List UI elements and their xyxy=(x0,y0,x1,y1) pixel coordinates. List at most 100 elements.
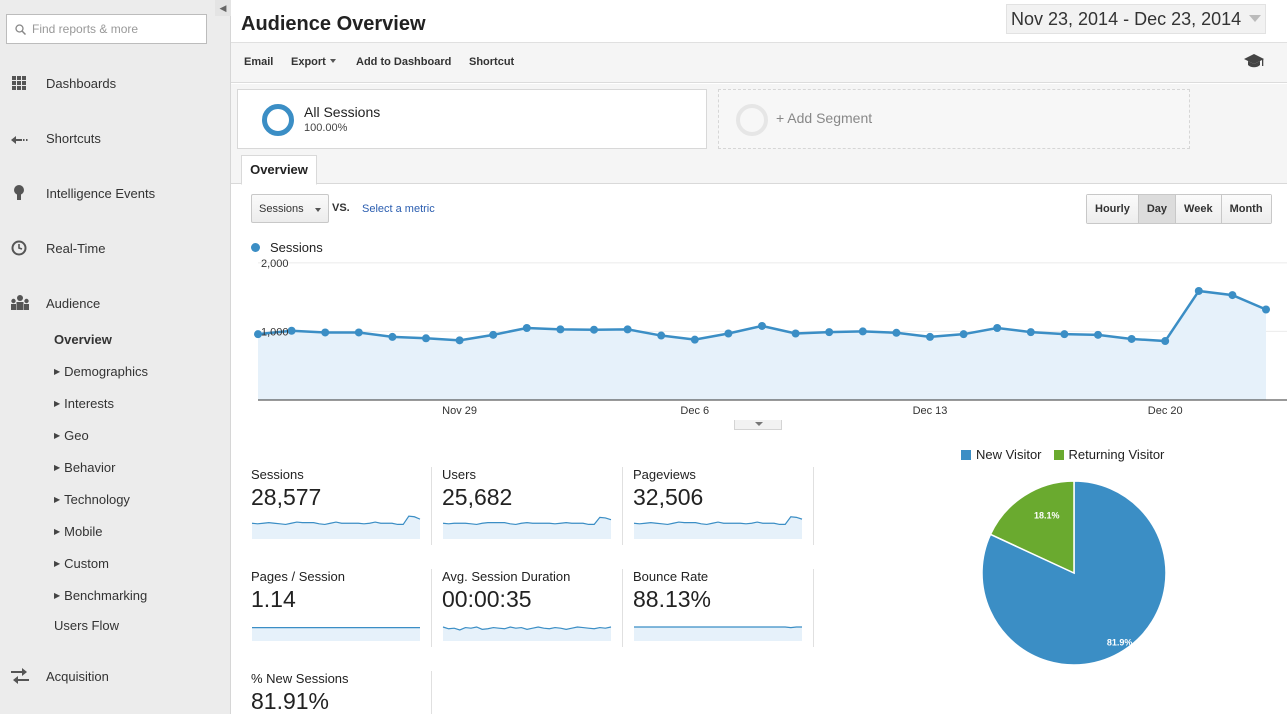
data-point xyxy=(993,324,1002,332)
sidebar-subitem-users-flow[interactable]: Users Flow xyxy=(54,616,119,634)
chart-legend: Sessions xyxy=(251,240,323,255)
caret-right-icon: ▶ xyxy=(54,366,61,376)
shortcut-arrow-icon xyxy=(11,136,28,144)
data-point xyxy=(388,332,397,341)
data-point xyxy=(1194,286,1203,295)
sidebar-item-dashboards[interactable]: Dashboards xyxy=(0,70,231,96)
vs-label: VS. xyxy=(332,202,350,214)
data-point xyxy=(724,329,733,338)
sidebar-item-label: Audience xyxy=(46,295,101,311)
metric-bounce-rate: Bounce Rate 88.13% xyxy=(613,569,803,647)
legend-new-visitor: New Visitor xyxy=(976,447,1042,462)
divider xyxy=(431,671,432,714)
caret-right-icon: ▶ xyxy=(54,398,61,408)
divider xyxy=(813,569,814,647)
pie-slice-label: 81.9% xyxy=(1107,638,1133,648)
main-content: Audience Overview Nov 23, 2014 - Dec 23,… xyxy=(231,0,1287,714)
metric-label: Pages / Session xyxy=(251,569,345,584)
sidebar-subitem-label: Custom xyxy=(64,555,109,571)
sidebar-item-intelligence-events[interactable]: Intelligence Events xyxy=(0,180,231,206)
metric-pageviews: Pageviews 32,506 xyxy=(613,467,803,545)
sidebar-subitem-benchmarking[interactable]: ▶ Benchmarking xyxy=(54,586,147,604)
sidebar-subitem-label: Users Flow xyxy=(54,617,120,633)
pie-slice-label: 18.1% xyxy=(1034,510,1060,520)
sidebar-item-shortcuts[interactable]: Shortcuts xyxy=(0,125,231,151)
clock-icon xyxy=(11,240,27,256)
sessions-line-chart: 2,000 1,000 Nov 29 Dec 6 Dec 13 Dec 20 xyxy=(254,258,1287,417)
export-label: Export xyxy=(291,56,326,68)
collapse-sidebar-button[interactable]: ◀ xyxy=(215,0,231,16)
metric-select-value: Sessions xyxy=(259,202,304,215)
sparkline-line xyxy=(634,626,802,629)
caret-right-icon: ▶ xyxy=(54,430,61,440)
email-button[interactable]: Email xyxy=(244,56,274,68)
segment-all-sessions[interactable]: All Sessions 100.00% xyxy=(237,89,707,149)
shortcut-button[interactable]: Shortcut xyxy=(469,56,515,68)
sidebar-subitem-custom[interactable]: ▶ Custom xyxy=(54,554,109,572)
sidebar-subitem-label: Mobile xyxy=(64,523,103,539)
sidebar-item-label: Real-Time xyxy=(46,240,106,256)
granularity-hourly-button[interactable]: Hourly xyxy=(1087,195,1139,223)
data-point xyxy=(590,325,598,334)
granularity-week-button[interactable]: Week xyxy=(1176,195,1222,223)
sidebar-item-label: Intelligence Events xyxy=(46,185,156,201)
date-range-picker[interactable]: Nov 23, 2014 - Dec 23, 2014 xyxy=(1006,4,1266,34)
tab-overview[interactable]: Overview xyxy=(241,155,317,185)
sidebar-subitem-demographics[interactable]: ▶ Demographics xyxy=(54,362,148,380)
metric-new-sessions: % New Sessions 81.91% xyxy=(231,671,421,714)
x-tick-label: Dec 6 xyxy=(680,405,709,417)
metric-value: 88.13% xyxy=(633,586,712,612)
sidebar-item-real-time[interactable]: Real-Time xyxy=(0,235,231,261)
add-segment-button[interactable]: + Add Segment xyxy=(718,89,1190,149)
sidebar-subitem-label: Interests xyxy=(64,395,115,411)
chart-resize-handle[interactable] xyxy=(734,420,782,430)
sidebar-item-acquisition[interactable]: Acquisition xyxy=(0,663,231,689)
data-point xyxy=(422,334,430,343)
data-point xyxy=(455,336,464,345)
export-button[interactable]: Export xyxy=(291,56,336,68)
chevron-down-icon xyxy=(315,208,321,212)
search-input[interactable] xyxy=(32,22,202,36)
sidebar-item-audience[interactable]: Audience xyxy=(0,290,231,316)
grid-icon xyxy=(12,76,26,90)
sparkline-area xyxy=(443,627,611,641)
sidebar-subitem-interests[interactable]: ▶ Interests xyxy=(54,394,114,412)
metric-avg-session-duration: Avg. Session Duration 00:00:35 xyxy=(422,569,612,647)
sidebar-subitem-mobile[interactable]: ▶ Mobile xyxy=(54,522,102,540)
segment-ring-icon xyxy=(736,104,768,136)
sidebar-subitem-label: Demographics xyxy=(64,363,148,379)
sparkline-area xyxy=(252,516,420,539)
granularity-day-button[interactable]: Day xyxy=(1138,195,1177,223)
graduation-cap-icon[interactable] xyxy=(1243,53,1265,69)
data-point xyxy=(758,321,766,330)
segment-bar: All Sessions 100.00% + Add Segment Overv… xyxy=(231,84,1287,185)
sidebar-subitem-overview[interactable]: Overview xyxy=(54,330,112,348)
pie-slice-returning-visitor xyxy=(989,480,1075,575)
granularity-month-button[interactable]: Month xyxy=(1221,195,1271,223)
search-box[interactable] xyxy=(6,14,207,44)
sidebar-subitem-technology[interactable]: ▶ Technology xyxy=(54,490,130,508)
sidebar-subitem-label: Overview xyxy=(54,331,112,347)
chevron-down-icon xyxy=(1249,15,1261,22)
data-point xyxy=(1228,291,1237,300)
segment-percent: 100.00% xyxy=(304,122,348,134)
data-point xyxy=(1060,330,1069,339)
data-point xyxy=(690,335,699,344)
segment-name: All Sessions xyxy=(304,104,381,120)
select-metric-link[interactable]: Select a metric xyxy=(362,203,435,215)
metric-select[interactable]: Sessions xyxy=(251,194,329,223)
metric-label: Pageviews xyxy=(633,467,696,482)
metric-value: 28,577 xyxy=(251,484,322,510)
y-tick-label: 1,000 xyxy=(261,326,289,338)
data-point xyxy=(556,325,565,334)
metric-value: 32,506 xyxy=(633,484,704,510)
x-tick-label: Dec 13 xyxy=(913,405,948,417)
sidebar-subitem-geo[interactable]: ▶ Geo xyxy=(54,426,89,444)
lightbulb-icon xyxy=(14,185,24,200)
add-to-dashboard-button[interactable]: Add to Dashboard xyxy=(356,56,452,68)
data-point xyxy=(825,328,834,337)
sidebar-item-label: Dashboards xyxy=(46,75,117,91)
sidebar-subitem-behavior[interactable]: ▶ Behavior xyxy=(54,458,115,476)
data-point xyxy=(623,325,632,334)
